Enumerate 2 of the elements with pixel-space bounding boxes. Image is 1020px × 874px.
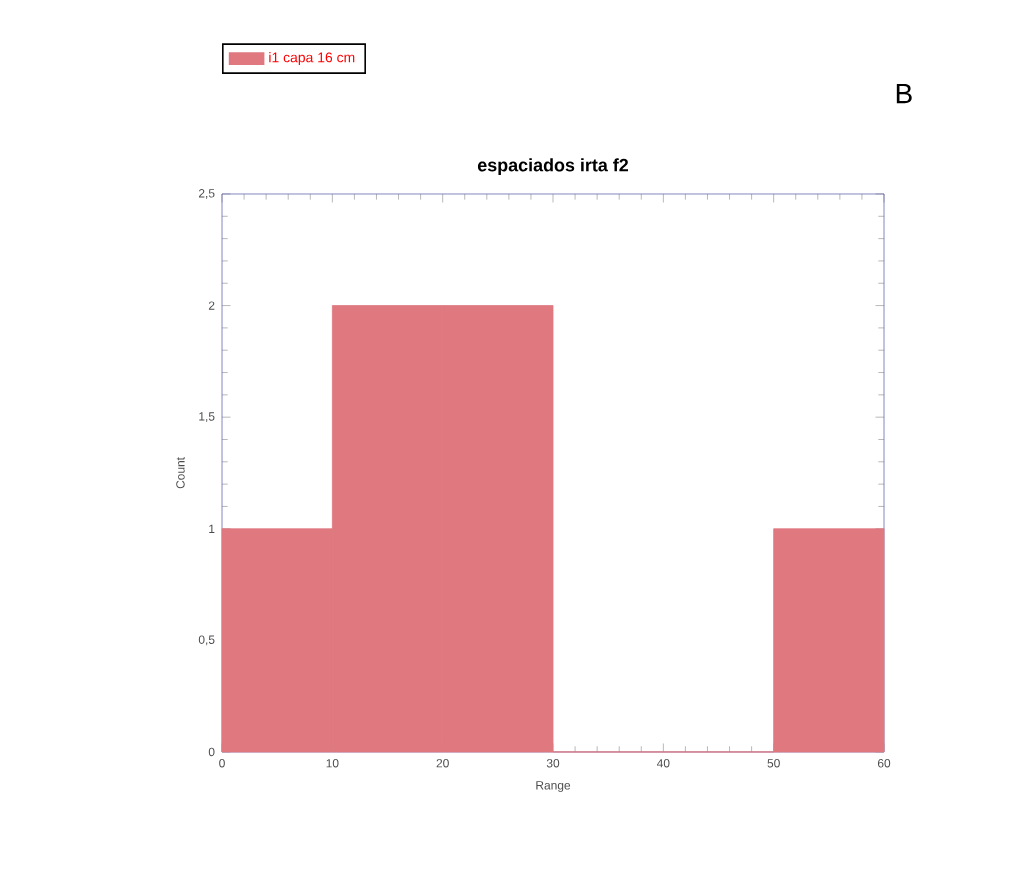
text: B xyxy=(896,83,912,104)
chart-title: espaciados irta f2 xyxy=(477,158,629,175)
